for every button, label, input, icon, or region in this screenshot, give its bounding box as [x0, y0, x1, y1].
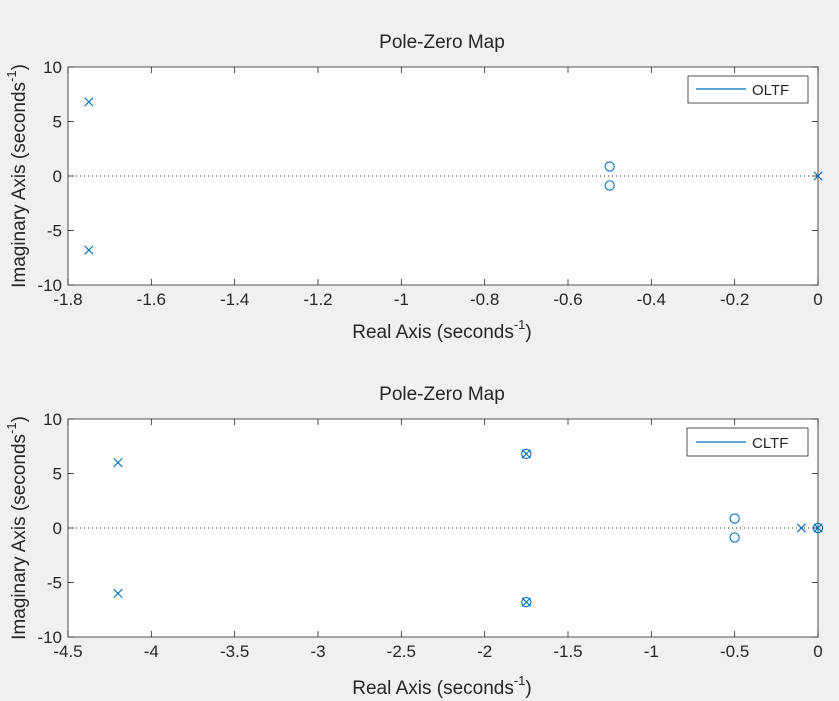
x-tick-label: -3.5	[220, 642, 249, 661]
zero-marker	[521, 448, 532, 460]
plot-title: Pole-Zero Map	[379, 384, 505, 405]
y-tick-label: 10	[43, 58, 62, 77]
x-tick-label: -0.2	[720, 290, 749, 309]
y-tick-label: 5	[53, 113, 62, 132]
x-axis-label: Real Axis (seconds-1)	[352, 673, 531, 699]
x-tick-label: -3	[310, 642, 325, 661]
x-tick-label: -1	[644, 642, 659, 661]
x-tick-label: -0.8	[470, 290, 499, 309]
zero-marker	[729, 532, 740, 543]
y-tick-label: -5	[47, 574, 62, 593]
zero-marker	[521, 596, 532, 608]
legend-label: OLTF	[752, 82, 789, 99]
y-tick-label: -5	[47, 222, 62, 241]
zero-marker	[604, 180, 615, 191]
x-tick-label: -1.8	[53, 290, 82, 309]
x-tick-label: 0	[813, 290, 822, 309]
x-tick-label: -2	[477, 642, 492, 661]
x-tick-label: -1	[394, 290, 409, 309]
x-tick-label: -0.6	[553, 290, 582, 309]
y-axis-label: Imaginary Axis (seconds-1)	[4, 64, 30, 288]
pole-marker	[84, 245, 94, 255]
y-tick-label: -10	[37, 276, 62, 295]
zero-marker	[604, 161, 615, 172]
legend: CLTF	[686, 427, 809, 457]
y-tick-label: 0	[53, 167, 62, 186]
x-tick-label: -1.2	[303, 290, 332, 309]
x-tick-label: -0.5	[720, 642, 749, 661]
y-axis-label: Imaginary Axis (seconds-1)	[4, 416, 30, 640]
x-tick-label: -0.4	[637, 290, 666, 309]
y-tick-label: -10	[37, 628, 62, 647]
pole-marker	[813, 171, 823, 181]
x-tick-label: -4.5	[53, 642, 82, 661]
plot-title: Pole-Zero Map	[379, 32, 505, 53]
x-tick-label: -4	[144, 642, 159, 661]
pole-marker	[113, 588, 123, 598]
pole-marker	[796, 523, 806, 533]
x-tick-label: -2.5	[387, 642, 416, 661]
x-tick-label: -1.6	[137, 290, 166, 309]
y-tick-label: 10	[43, 410, 62, 429]
pole-marker	[521, 449, 531, 459]
legend-label: CLTF	[752, 435, 788, 452]
x-axis-label: Real Axis (seconds-1)	[352, 317, 531, 343]
zero-marker	[729, 513, 740, 524]
pole-marker	[113, 458, 123, 468]
x-tick-label: 0	[813, 642, 822, 661]
pole-marker	[521, 597, 531, 607]
plot-cltf: Pole-Zero Map -4.5 -4 -3.5 -3 -2.5 -2 -1.5 -1 -0…	[4, 384, 824, 699]
zero-marker	[812, 522, 824, 534]
x-tick-label: -1.4	[220, 290, 249, 309]
x-tick-label: -1.5	[553, 642, 582, 661]
y-tick-label: 5	[53, 465, 62, 484]
plot-oltf: Pole-Zero Map -1.8 -1.6 -1.4 -1.2 -1 -0.8 -0.6…	[4, 32, 823, 343]
y-tick-label: 0	[53, 519, 62, 538]
pole-marker	[813, 523, 823, 533]
legend: OLTF	[687, 75, 809, 104]
pole-marker	[84, 97, 94, 107]
